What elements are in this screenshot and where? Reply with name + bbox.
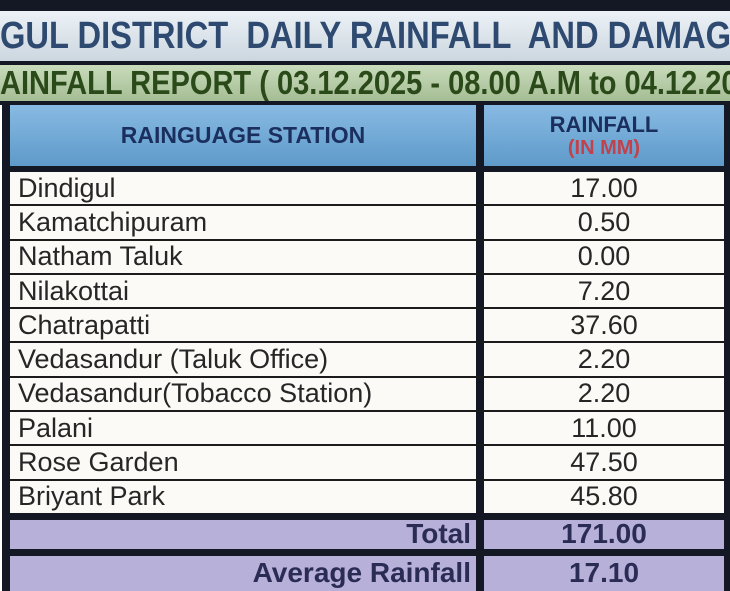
report-period-text: AINFALL REPORT ( 03.12.2025 - 08.00 A.M …	[0, 65, 730, 101]
title-bar: GUL DISTRICT DAILY RAINFALL AND DAMAG	[0, 11, 730, 61]
station-cell: Vedasandur (Taluk Office)	[10, 343, 476, 376]
rainfall-cell: 11.00	[484, 412, 724, 445]
table-row: Dindigul 17.00	[10, 172, 724, 207]
column-divider	[476, 343, 484, 376]
rainfall-cell: 45.80	[484, 480, 724, 513]
column-divider	[476, 105, 484, 166]
column-divider	[476, 274, 484, 308]
column-divider	[476, 206, 484, 239]
average-row: Average Rainfall 17.10	[10, 555, 724, 591]
station-cell: Vedasandur(Tobacco Station)	[10, 377, 476, 411]
column-divider	[476, 172, 484, 205]
rainfall-cell: 47.50	[484, 446, 724, 479]
district-title: GUL DISTRICT DAILY RAINFALL AND DAMAG	[0, 14, 730, 57]
column-header-station: RAINGUAGE STATION	[10, 105, 476, 166]
station-cell: Nilakottai	[10, 274, 476, 308]
total-row: Total 171.00	[10, 519, 724, 549]
average-value: 17.10	[484, 555, 724, 591]
rainfall-cell: 0.50	[484, 206, 724, 239]
rainfall-cell: 0.00	[484, 240, 724, 273]
separator-line	[0, 61, 730, 65]
table-row: Rose Garden 47.50	[10, 446, 724, 481]
table-row: Nilakottai 7.20	[10, 274, 724, 310]
average-label: Average Rainfall	[10, 555, 476, 591]
rainfall-cell: 7.20	[484, 274, 724, 308]
station-cell: Rose Garden	[10, 446, 476, 479]
column-divider	[476, 480, 484, 513]
rainfall-column-label: RAINFALL	[549, 112, 659, 138]
total-value: 171.00	[484, 519, 724, 549]
column-divider	[476, 519, 484, 549]
rainfall-cell: 2.20	[484, 377, 724, 411]
station-column-label: RAINGUAGE STATION	[120, 122, 366, 148]
table-row: Natham Taluk 0.00	[10, 240, 724, 275]
station-cell: Dindigul	[10, 172, 476, 205]
station-cell: Briyant Park	[10, 480, 476, 513]
column-divider	[476, 412, 484, 445]
station-cell: Natham Taluk	[10, 240, 476, 273]
separator-line	[0, 101, 730, 105]
table-row: Kamatchipuram 0.50	[10, 206, 724, 241]
column-divider	[476, 377, 484, 411]
station-cell: Palani	[10, 412, 476, 445]
column-divider	[476, 555, 484, 591]
rainfall-cell: 2.20	[484, 343, 724, 376]
table-row: Palani 11.00	[10, 412, 724, 447]
report-period-bar: AINFALL REPORT ( 03.12.2025 - 08.00 A.M …	[0, 65, 730, 101]
total-label: Total	[10, 519, 476, 549]
column-divider	[476, 309, 484, 342]
top-border-strip	[0, 0, 730, 11]
column-divider	[476, 446, 484, 479]
table-row: Vedasandur(Tobacco Station) 2.20	[10, 377, 724, 413]
table-header-row: RAINGUAGE STATION RAINFALL (IN MM)	[10, 105, 724, 172]
rainfall-table: RAINGUAGE STATION RAINFALL (IN MM) Dindi…	[2, 105, 730, 591]
column-divider	[476, 240, 484, 273]
station-cell: Chatrapatti	[10, 309, 476, 342]
table-row: Vedasandur (Taluk Office) 2.20	[10, 343, 724, 378]
rainfall-cell: 17.00	[484, 172, 724, 205]
table-row: Briyant Park 45.80	[10, 480, 724, 520]
rainfall-unit-label: (IN MM)	[567, 136, 641, 159]
table-row: Chatrapatti 37.60	[10, 309, 724, 344]
rainfall-cell: 37.60	[484, 309, 724, 342]
station-cell: Kamatchipuram	[10, 206, 476, 239]
separator-line	[10, 548, 724, 556]
column-header-rainfall: RAINFALL (IN MM)	[484, 105, 724, 166]
